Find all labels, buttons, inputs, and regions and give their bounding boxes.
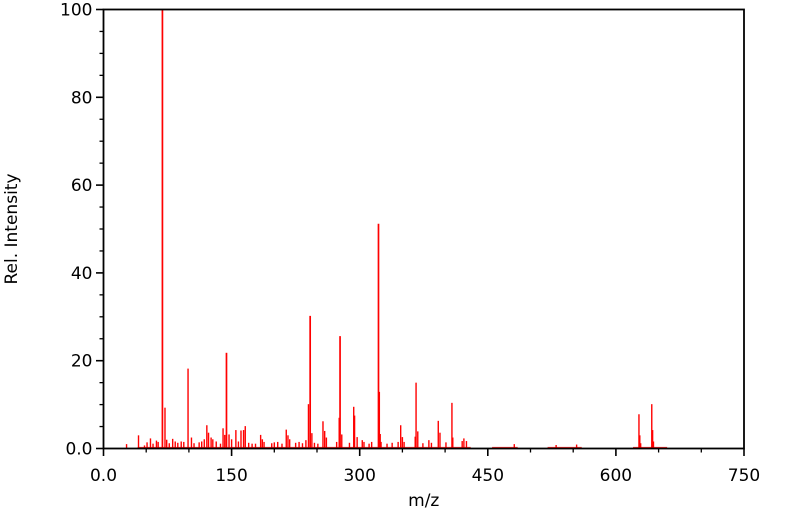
y-tick-label: 0.0 [65, 440, 92, 460]
x-tick-label: 750 [728, 466, 760, 486]
x-tick-label: 0.0 [90, 466, 117, 486]
x-tick-label: 600 [600, 466, 632, 486]
y-tick-label: 80 [71, 88, 93, 108]
y-tick-label: 20 [71, 352, 93, 372]
x-axis-title: m/z [408, 491, 439, 511]
y-tick-label: 100 [60, 1, 92, 21]
y-tick-label: 60 [71, 176, 93, 196]
x-tick-label: 150 [215, 466, 247, 486]
x-tick-label: 300 [343, 466, 375, 486]
y-tick-label: 40 [71, 264, 93, 284]
y-axis-title: Rel. Intensity [2, 173, 22, 284]
x-tick-label: 450 [472, 466, 504, 486]
